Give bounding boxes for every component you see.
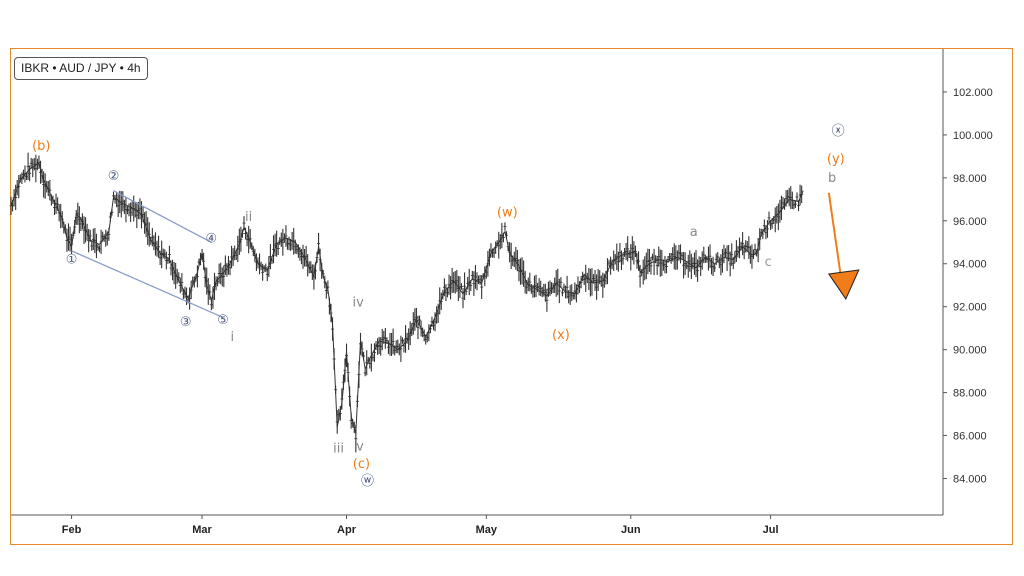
projection-arrow-head [827, 269, 860, 300]
wave-label: ⑤ [217, 313, 229, 328]
chart-frame [10, 48, 1013, 545]
wave-label: ii [245, 210, 252, 225]
wave-label: i [231, 330, 235, 345]
y-tick-label: 86.000 [953, 431, 987, 443]
wave-label: ③ [180, 315, 192, 330]
wave-label: ① [66, 253, 78, 268]
x-tick-label: Apr [337, 524, 357, 536]
channel-line [113, 190, 212, 243]
wave-label: v [356, 440, 364, 455]
y-tick-label: 100.000 [953, 130, 993, 142]
y-tick-label: 94.000 [953, 259, 987, 271]
wave-label: c [765, 255, 772, 270]
wave-label: (b) [32, 139, 50, 154]
y-tick-label: 92.000 [953, 302, 987, 314]
wave-label: a [690, 225, 698, 240]
x-tick-label: Jun [621, 524, 641, 536]
y-tick-label: 84.000 [953, 473, 987, 485]
x-tick-label: Feb [62, 524, 82, 536]
y-tick-label: 88.000 [953, 388, 987, 400]
symbol-tag: IBKR • AUD / JPY • 4h [14, 57, 148, 80]
wave-label: ② [108, 169, 120, 184]
wave-label: (x) [552, 328, 570, 343]
wave-label: iv [353, 296, 365, 311]
wave-label: iii [333, 442, 344, 457]
series-layer [9, 152, 804, 453]
x-tick-label: Jul [763, 524, 779, 536]
chart-axes: 84.000 86.000 88.000 90.000 92.000 94.000 96.0… [11, 49, 993, 536]
wave-label: ④ [206, 231, 218, 246]
overlay-layer [71, 190, 860, 319]
x-tick-label: May [476, 524, 498, 536]
price-line [10, 161, 804, 434]
wave-label: ⓧ [832, 124, 845, 139]
wave-label: b [828, 171, 836, 186]
wave-label: ⓦ [361, 474, 374, 489]
y-tick-label: 90.000 [953, 345, 987, 357]
y-tick-label: 96.000 [953, 216, 987, 228]
channel-line [71, 250, 224, 319]
y-tick-label: 102.000 [953, 87, 993, 99]
wave-label: (c) [353, 457, 370, 472]
y-tick-label: 98.000 [953, 173, 987, 185]
wave-label: (y) [827, 152, 845, 167]
x-tick-label: Mar [192, 524, 212, 536]
wave-label: (w) [497, 206, 518, 221]
